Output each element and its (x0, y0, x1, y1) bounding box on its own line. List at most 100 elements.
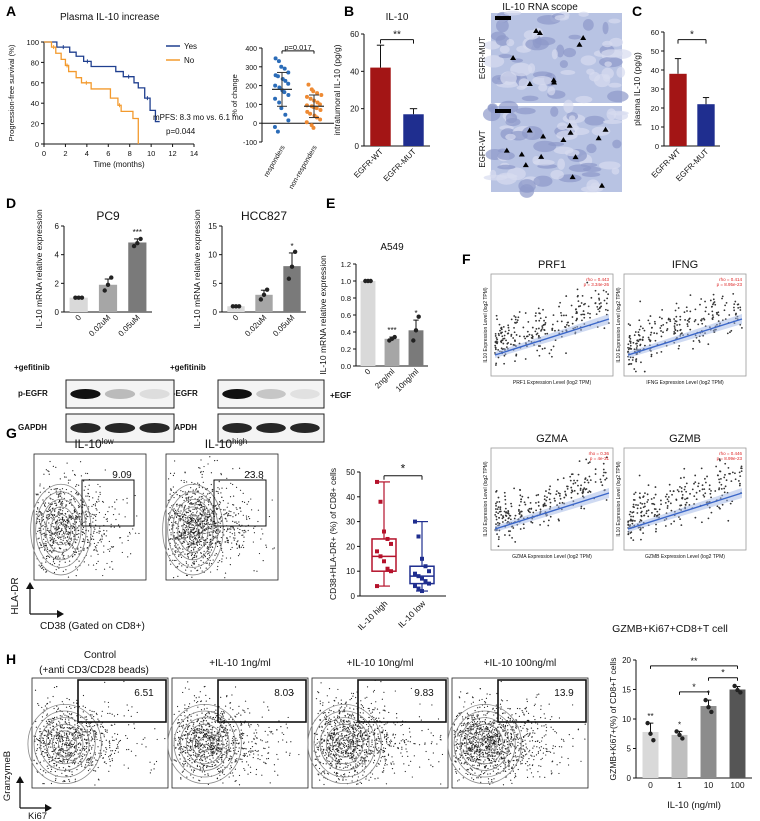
x-axis-label: IFNG Expression Level (log2 TPM) (646, 380, 724, 386)
data-point (669, 320, 672, 323)
event-dot (187, 681, 189, 683)
event-dot (202, 747, 204, 749)
event-dot (57, 737, 59, 740)
event-dot (196, 758, 198, 760)
data-point (629, 519, 632, 522)
data-point (565, 352, 567, 355)
bar (384, 338, 400, 366)
data-point (495, 314, 498, 317)
x-tick-label: EGFR-MUT (382, 147, 418, 183)
event-dot (209, 456, 211, 458)
panel-letter-g: G (6, 425, 17, 441)
event-dot (68, 699, 70, 701)
data-point (725, 479, 728, 482)
data-point (685, 482, 688, 485)
data-point (283, 112, 288, 117)
data-point (577, 473, 580, 476)
data-point (739, 309, 742, 311)
event-dot (211, 512, 213, 514)
event-dot (47, 555, 50, 557)
tissue-blob (497, 164, 516, 170)
event-dot (208, 516, 210, 518)
event-dot (83, 561, 85, 563)
event-dot (64, 521, 67, 523)
event-dot (58, 757, 60, 760)
event-dot (69, 727, 72, 730)
data-point (545, 504, 547, 507)
event-dot (211, 509, 213, 511)
event-dot (190, 520, 192, 523)
tissue-blob (598, 161, 621, 170)
event-dot (247, 764, 249, 766)
y-tick-label: 15 (208, 222, 217, 231)
event-dot (252, 541, 254, 543)
event-dot (201, 538, 203, 540)
event-dot (78, 525, 81, 527)
event-dot (66, 522, 68, 524)
event-dot (128, 724, 130, 726)
data-point (544, 332, 547, 335)
data-point (535, 319, 537, 322)
event-dot (100, 538, 102, 540)
data-point (565, 314, 568, 317)
event-dot (180, 777, 182, 779)
event-dot (191, 516, 193, 518)
data-point (639, 344, 642, 347)
event-dot (196, 539, 198, 541)
data-point (627, 521, 629, 523)
correlation-title: PRF1 (538, 259, 566, 271)
event-dot (82, 538, 84, 540)
event-dot (245, 515, 248, 517)
data-point (704, 492, 707, 495)
p-value: p=0.017 (284, 43, 311, 52)
event-dot (193, 531, 196, 533)
event-dot (141, 743, 143, 745)
data-point (587, 312, 589, 315)
event-dot (48, 550, 50, 552)
flow-subtitle: (+anti CD3/CD28 beads) (39, 665, 149, 676)
event-dot (203, 510, 205, 512)
blot-band (256, 423, 286, 433)
event-dot (48, 470, 50, 473)
event-dot (61, 744, 63, 746)
significance-mark: * (414, 309, 417, 318)
data-point (514, 318, 517, 321)
event-dot (89, 513, 91, 515)
bar (669, 73, 687, 146)
contour-line (33, 710, 96, 778)
event-dot (203, 729, 206, 731)
event-dot (58, 500, 61, 503)
event-dot (179, 534, 181, 536)
event-dot (54, 763, 56, 765)
event-dot (89, 722, 91, 724)
event-dot (46, 529, 48, 531)
event-dot (230, 548, 232, 551)
data-point (279, 106, 284, 111)
event-dot (52, 515, 54, 517)
contour-line (172, 498, 214, 561)
event-dot (67, 711, 69, 713)
event-dot (59, 509, 61, 511)
event-dot (87, 495, 89, 497)
event-dot (170, 537, 172, 540)
event-dot (218, 733, 220, 736)
event-dot (51, 750, 53, 753)
event-dot (46, 510, 48, 513)
data-point (706, 475, 708, 478)
event-dot (98, 511, 101, 514)
event-dot (195, 489, 197, 491)
annotation-mpfs: mPFS: 8.3 mo vs. 6.1 mo (153, 113, 244, 122)
event-dot (186, 776, 188, 778)
event-dot (109, 548, 111, 550)
data-point (546, 496, 548, 499)
data-point (701, 322, 704, 325)
event-dot (227, 542, 229, 544)
event-dot (248, 472, 251, 474)
data-point (673, 331, 676, 333)
data-point (558, 495, 561, 497)
y-tick-label: 10 (208, 251, 217, 260)
event-dot (226, 749, 228, 751)
event-dot (105, 751, 107, 753)
event-dot (56, 764, 58, 766)
event-dot (142, 738, 144, 740)
